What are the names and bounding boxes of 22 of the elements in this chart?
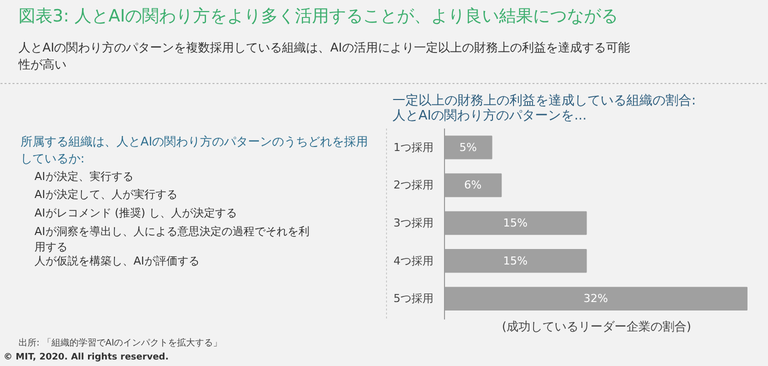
- data-label: 15%: [503, 254, 528, 268]
- text: © MIT, 2020. All rights reserved.: [4, 352, 169, 362]
- data-label: 6%: [464, 178, 482, 192]
- data-label: 32%: [584, 292, 608, 306]
- y-tick-label: 1つ採用: [394, 140, 434, 154]
- text: AIが決定して、人が実行する: [34, 188, 178, 202]
- chart-title: 一定以上の財務上の利益を達成している組織の割合: 人とAIの関わり方のパターンを...: [392, 94, 696, 124]
- text: AIが洞察を導出し、人による意思決定の過程でそれを利用する: [34, 224, 310, 254]
- text: 人とAIの関わり方のパターンを複数採用している組織は、AIの活用により一定以上の財務上の利益を達成する可能性が高い: [18, 40, 630, 72]
- text: AIが決定、実行する: [34, 170, 134, 183]
- x-axis-title: (成功しているリーダー企業の割合): [502, 320, 692, 334]
- y-tick-label: 3つ採用: [394, 216, 434, 230]
- text: 所属する組織は、人とAIの関わり方のパターンのうちどれを採用しているか:: [20, 134, 368, 166]
- y-tick-label: 2つ採用: [394, 178, 434, 192]
- text: 図表3: 人とAIの関わり方をより多く活用することが、より良い結果につながる: [18, 6, 618, 26]
- data-label: 5%: [459, 140, 477, 154]
- y-tick-label: 4つ採用: [394, 254, 434, 268]
- y-tick-label: 5つ採用: [394, 292, 434, 306]
- data-label: 15%: [503, 216, 528, 230]
- text: 人が仮説を構築し、AIが評価する: [34, 254, 200, 268]
- text: 出所: 「組織的学習でAIのインパクトを拡大する」: [18, 338, 222, 348]
- text: AIがレコメンド (推奨) し、人が決定する: [34, 206, 237, 220]
